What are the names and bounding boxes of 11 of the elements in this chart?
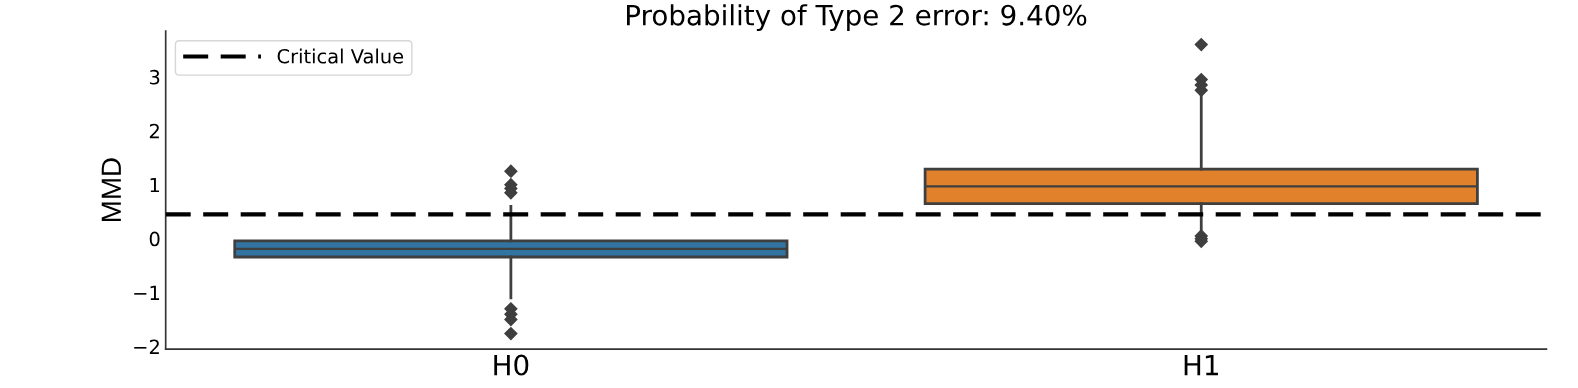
x-tick-label: H0 (494, 354, 529, 376)
y-tick-label: −1 (134, 285, 160, 300)
y-tick-label: −2 (134, 339, 159, 354)
y-tick-label: 2 (149, 123, 159, 139)
chart-title: Probability of Type 2 error: 9.40% (627, 4, 1087, 32)
x-tick-label: H1 (1184, 354, 1218, 376)
y-tick-label: 0 (149, 231, 160, 247)
y-tick-label: 1 (150, 177, 160, 193)
y-tick-label: 3 (149, 69, 160, 85)
legend-label: Critical Value (277, 48, 404, 64)
y-axis-title: MMD (101, 158, 121, 222)
